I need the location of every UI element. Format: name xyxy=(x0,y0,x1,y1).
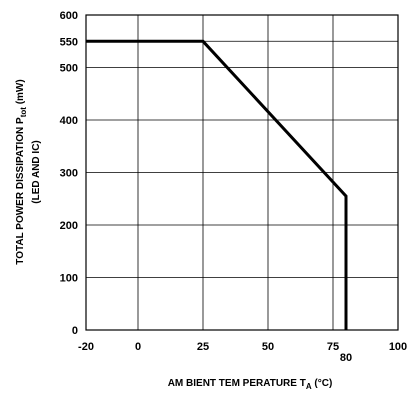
x-tick-label: 25 xyxy=(197,341,209,353)
y-tick-label: 300 xyxy=(60,168,78,180)
y-tick-label: 400 xyxy=(60,115,78,127)
y-tick-label: 100 xyxy=(60,273,78,285)
y-axis-title-line2: (LED AND IC) xyxy=(31,140,42,204)
x-extra-tick-label: 80 xyxy=(340,352,352,364)
x-tick-label: 0 xyxy=(135,341,141,353)
x-tick-label: 75 xyxy=(327,341,339,353)
derating-curve xyxy=(86,39,348,330)
x-tick-label: 100 xyxy=(389,341,407,353)
curve-layer xyxy=(86,39,348,330)
x-tick-label: -20 xyxy=(78,341,94,353)
x-axis-title: AM BIENT TEM PERATURE TA (°C) xyxy=(168,378,333,391)
y-tick-label: 500 xyxy=(60,63,78,75)
x-tick-label: 50 xyxy=(262,341,274,353)
y-axis-title-line1: TOTAL POWER DISSIPATION Ptot (mW) xyxy=(15,79,28,264)
y-tick-label: 600 xyxy=(60,10,78,22)
y-tick-label: 0 xyxy=(72,325,78,337)
plot-frame xyxy=(85,14,399,331)
x-axis-title-main: AM BIENT TEM PERATURE T xyxy=(168,378,306,389)
y-axis-title-subscript: tot xyxy=(19,107,28,118)
y-tick-label: 200 xyxy=(60,220,78,232)
x-axis-title-subscript: A xyxy=(306,382,312,391)
y-axis-title-unit: (mW) xyxy=(15,79,26,107)
grid-layer xyxy=(86,15,398,330)
y-tick-label: 550 xyxy=(60,36,78,48)
y-axis-title-main: TOTAL POWER DISSIPATION P xyxy=(15,117,26,265)
x-axis-title-unit: (°C) xyxy=(312,378,333,389)
